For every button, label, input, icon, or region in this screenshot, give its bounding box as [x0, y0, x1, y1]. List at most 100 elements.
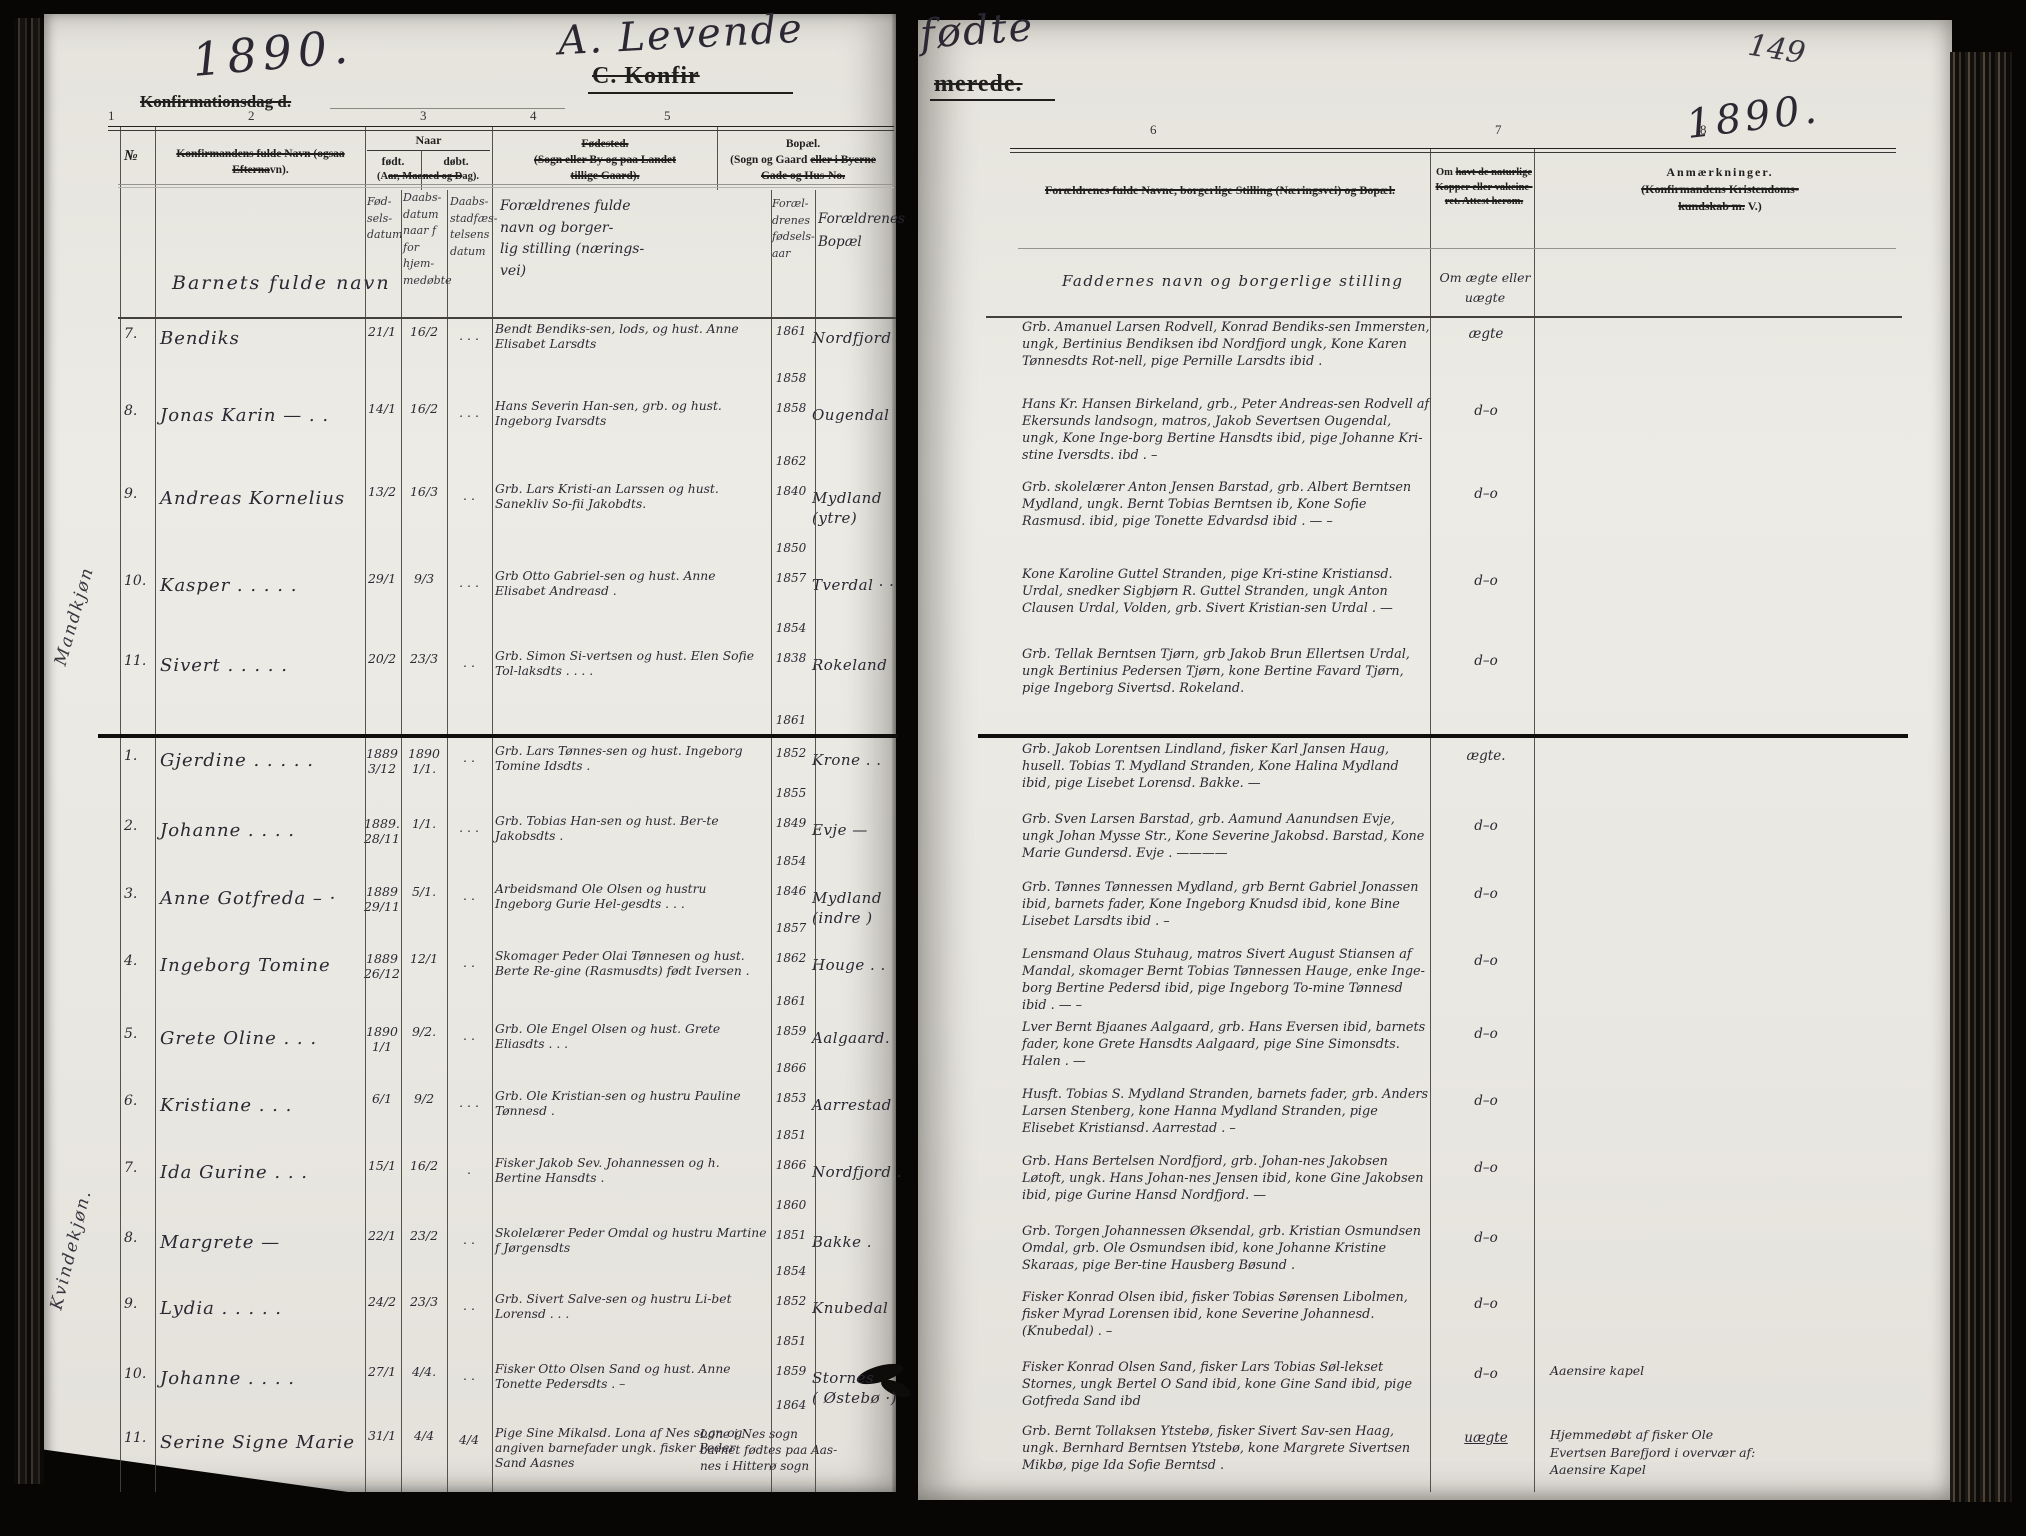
bopael-line2-pre: (Sogn og Gaard — [730, 154, 811, 167]
parents-entry: Pige Sine Mikalsd. Lona af Nes sogn og a… — [495, 1426, 743, 1471]
parents-entry: Hans Severin Han-sen, grb. og hust. Inge… — [495, 399, 722, 429]
mother-birth-year: 1854 — [775, 854, 807, 868]
residence-entry: Stornes ( Østebø ·) — [812, 1369, 898, 1408]
anm-line1: Anmærkninger. — [1666, 165, 1774, 179]
legitimacy-value: d–o — [1474, 886, 1498, 902]
mother-birth-year: 1851 — [775, 1334, 807, 1348]
birth-date: 13/2 — [367, 484, 397, 499]
anm-tail: V.) — [1744, 198, 1762, 213]
column-number-6: 6 — [1150, 122, 1157, 137]
hw-header-legitimacy: Om ægte eller uægte — [1439, 270, 1531, 305]
parents-entry: Fisker Jakob Sev. Johannessen og h. Bert… — [495, 1156, 720, 1186]
child-name: Anne Gotfreda – · — [160, 888, 337, 909]
baptism-date: 16/2 — [409, 1158, 439, 1173]
baptism-date: 16/2 — [409, 401, 439, 416]
child-name: Kristiane . . . — [160, 1095, 293, 1116]
birth-date: 22/1 — [367, 1228, 397, 1243]
aar-tail: ag). — [462, 171, 479, 182]
residence-entry: Knubedal — [812, 1299, 889, 1317]
column-divider-line — [155, 126, 156, 1492]
column-number-3: 3 — [420, 108, 427, 123]
header-anmaerkninger: Anmærkninger. (Konfirmandens Kristendoms… — [1555, 164, 1885, 214]
parents-entry: Grb Otto Gabriel-sen og hust. Anne Elisa… — [495, 569, 716, 599]
vacc-line1: havt de naturlige — [1455, 167, 1532, 178]
confirmation-date: . . — [463, 955, 475, 970]
child-name: Andreas Kornelius — [160, 488, 346, 509]
baptism-date: 23/3 — [409, 651, 439, 666]
baptism-date: 12/1 — [409, 951, 439, 966]
row-number: 5. — [124, 1026, 138, 1042]
confirmation-date: . . . — [459, 1095, 479, 1110]
child-name: Kasper . . . . . — [160, 575, 298, 596]
table-rule-line — [118, 187, 894, 188]
child-name: Ida Gurine . . . — [160, 1162, 308, 1183]
column-divider-line — [120, 126, 121, 1492]
child-name: Serine Signe Marie — [160, 1432, 356, 1453]
fodested-line1: Fødested. — [581, 138, 629, 150]
bopael-line2-struck: eller i Byerne — [810, 154, 876, 167]
father-birth-year: 1849 — [775, 816, 807, 830]
child-name: Johanne . . . . — [160, 820, 295, 841]
godparents-entry: Grb. Sven Larsen Barstad, grb. Aamund Aa… — [1022, 812, 1425, 861]
residence-entry: Houge . . — [812, 956, 886, 974]
legitimacy-value: uægte — [1464, 1430, 1508, 1446]
table-rule-line — [986, 316, 1902, 318]
birth-date: 29/1 — [367, 571, 397, 586]
row-number: 8. — [124, 403, 138, 419]
printed-heading-konfir: C. Konfir — [592, 63, 700, 89]
residence-entry: Mydland (ytre) — [812, 489, 882, 528]
page-right — [918, 20, 1952, 1500]
baptism-date: 16/2 — [409, 324, 439, 339]
column-divider-line — [447, 190, 448, 1492]
column-number-8: 8 — [1700, 122, 1707, 137]
row-number: 4. — [124, 953, 138, 969]
anm-line2: (Konfirmandens Kristendoms- — [1641, 181, 1799, 196]
father-birth-year: 1859 — [775, 1024, 807, 1038]
confirmation-date: . . . — [459, 328, 479, 343]
vacc-pre: Om — [1436, 167, 1456, 178]
birth-date: 6/1 — [371, 1091, 393, 1106]
column-divider-line — [492, 126, 493, 1492]
fodested-line2: (Sogn eller By og paa Landet — [534, 154, 676, 167]
table-rule-line — [118, 184, 894, 185]
column-divider-line — [717, 126, 718, 190]
residence-entry: Nordfjord . — [812, 1163, 902, 1181]
birth-date: 24/2 — [367, 1294, 397, 1309]
legitimacy-value: ægte. — [1466, 748, 1506, 764]
legitimacy-value: d–o — [1474, 818, 1498, 834]
godparents-entry: Lver Bernt Bjaanes Aalgaard, grb. Hans E… — [1022, 1020, 1426, 1069]
parents-entry: Skolelærer Peder Omdal og hustru Martine… — [495, 1226, 767, 1256]
legitimacy-value: d–o — [1474, 1296, 1498, 1312]
residence-entry: Rokeland — [812, 656, 888, 674]
mother-birth-year: 1858 — [775, 371, 807, 385]
legitimacy-value: d–o — [1474, 1230, 1498, 1246]
table-rule-line — [1010, 148, 1896, 149]
baptism-date: 23/2 — [409, 1228, 439, 1243]
heading-underline — [588, 92, 793, 94]
confirmation-date: . . — [463, 1028, 475, 1043]
row-number: 10. — [124, 573, 147, 589]
confirmation-date: . . . — [459, 575, 479, 590]
godparents-entry: Lensmand Olaus Stuhaug, matros Sivert Au… — [1022, 947, 1425, 1013]
legitimacy-value: d–o — [1474, 1160, 1498, 1176]
residence-entry: Evje — — [812, 821, 868, 839]
father-birth-year: 1853 — [775, 1091, 807, 1105]
column-number-4: 4 — [530, 108, 537, 123]
row-number: 2. — [124, 818, 138, 834]
baptism-date: 9/2 — [413, 1091, 435, 1106]
parents-entry: Grb. Lars Tønnes-sen og hust. Ingeborg T… — [495, 744, 743, 774]
parents-entry: Fisker Otto Olsen Sand og hust. Anne Ton… — [495, 1362, 731, 1392]
birth-date: 1890 1/1 — [366, 1024, 398, 1054]
baptism-date: 1890 1/1. — [408, 746, 440, 776]
column-divider-line — [815, 190, 816, 1492]
father-birth-year: 1852 — [775, 746, 807, 760]
confirmation-date: . . . — [459, 820, 479, 835]
godparents-entry: Fisker Konrad Olsen Sand, fisker Lars To… — [1022, 1360, 1413, 1409]
remark-entry: Hjemmedøbt af fisker Ole Evertsen Barefj… — [1550, 1427, 1756, 1477]
remark-entry: Aaensire kapel — [1550, 1363, 1645, 1378]
godparents-entry: Kone Karoline Guttel Stranden, pige Kri-… — [1022, 567, 1393, 616]
column-divider-line — [771, 190, 772, 1492]
header-no: № — [124, 148, 138, 164]
legitimacy-value: d–o — [1474, 953, 1498, 969]
row-number: 10. — [124, 1366, 147, 1382]
